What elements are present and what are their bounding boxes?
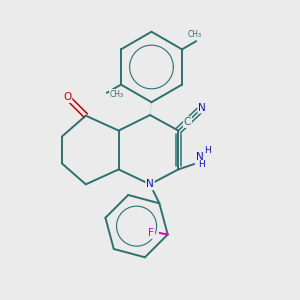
Text: CH₃: CH₃ [110,90,124,99]
Text: H: H [204,146,211,155]
Text: O: O [63,92,71,102]
Text: C: C [184,117,191,127]
Text: H: H [198,160,205,169]
Text: N: N [146,179,154,189]
Text: F: F [148,228,154,238]
Text: N: N [198,103,206,112]
Text: N: N [196,152,204,162]
Text: CH₃: CH₃ [188,30,202,39]
